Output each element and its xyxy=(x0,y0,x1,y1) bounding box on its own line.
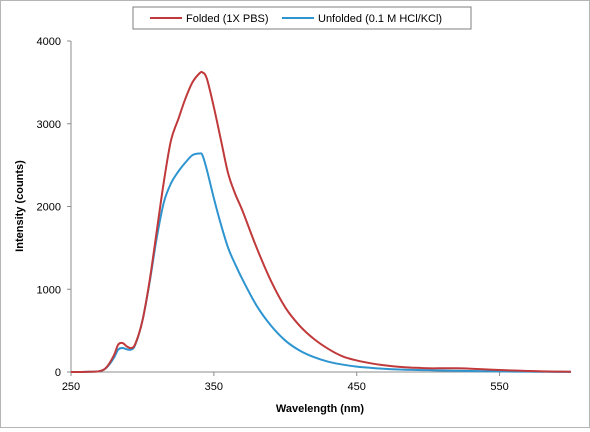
legend: Folded (1X PBS) Unfolded (0.1 M HCl/KCl) xyxy=(132,6,472,30)
series-line-unfolded xyxy=(70,152,572,373)
x-tick-label: 350 xyxy=(205,381,223,393)
legend-label-folded: Folded (1X PBS) xyxy=(186,13,269,25)
y-tick-labels: 0 1000 2000 3000 4000 xyxy=(37,36,71,379)
x-tick-label: 550 xyxy=(490,381,508,393)
legend-label-unfolded: Unfolded (0.1 M HCl/KCl) xyxy=(318,13,442,25)
x-tick-labels: 250 350 450 550 xyxy=(62,372,509,393)
y-tick-label: 0 xyxy=(55,367,61,379)
y-tick-label: 4000 xyxy=(37,36,61,48)
x-axis-title: Wavelength (nm) xyxy=(276,403,365,415)
x-tick-label: 450 xyxy=(348,381,366,393)
y-axis-title: Intensity (counts) xyxy=(14,160,26,252)
series-layer xyxy=(70,70,572,373)
y-tick-label: 3000 xyxy=(37,119,61,131)
y-tick-label: 1000 xyxy=(37,284,61,296)
series-line-folded xyxy=(70,70,572,373)
y-tick-label: 2000 xyxy=(37,202,61,214)
x-tick-label: 250 xyxy=(62,381,80,393)
